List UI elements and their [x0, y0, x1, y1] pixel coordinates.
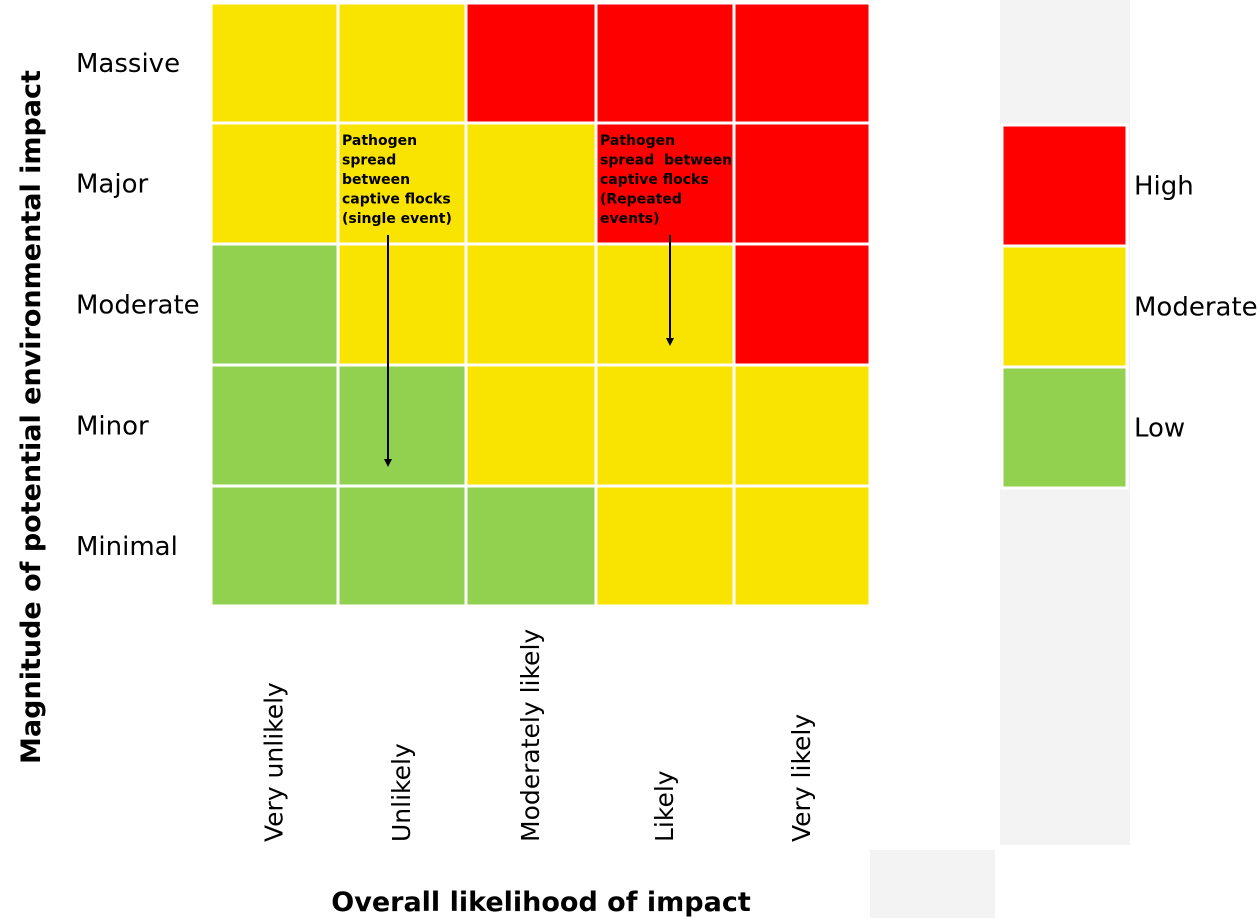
annotation-line: Pathogen: [600, 133, 675, 149]
legend-swatch-low: [1000, 365, 1129, 490]
cell-minimal-moderately-likely: [464, 484, 598, 608]
heatmap-grid: [209, 1, 872, 608]
background-panel: [870, 850, 995, 918]
row-label-massive: Massive: [76, 49, 180, 79]
row-label-minor: Minor: [76, 412, 149, 442]
annotation-line: (Repeated: [600, 192, 682, 208]
annotation-text-1: Pathogen spread between captive flocks (sing…: [342, 133, 452, 227]
cell-massive-very-unlikely: [209, 1, 340, 125]
column-label-moderately-likely: Moderately likely: [516, 629, 545, 842]
cell-moderate-moderately-likely: [464, 242, 598, 367]
cell-massive-likely: [594, 1, 736, 125]
row-label-minimal: Minimal: [76, 532, 178, 562]
legend-swatch-high: [1000, 123, 1129, 248]
annotation-line: captive flocks: [600, 172, 709, 188]
cell-massive-very-likely: [732, 1, 872, 125]
cell-minor-unlikely: [336, 363, 468, 488]
annotation-line: spread: [342, 153, 396, 169]
row-labels: Massive Major Moderate Minor Minimal: [76, 49, 200, 562]
legend-swatch-moderate: [1000, 244, 1129, 369]
cell-major-very-likely: [732, 121, 872, 246]
annotation-line: events): [600, 211, 660, 227]
cell-minimal-very-unlikely: [209, 484, 340, 608]
annotation-text-2: Pathogen spread between captive flocks (Rep…: [600, 133, 732, 227]
row-label-moderate: Moderate: [76, 291, 200, 321]
cell-massive-moderately-likely: [464, 1, 598, 125]
cell-major-moderately-likely: [464, 121, 598, 246]
cell-moderate-very-unlikely: [209, 242, 340, 367]
annotations: Pathogen spread between captive flocks (sing…: [342, 133, 732, 467]
cell-minor-very-unlikely: [209, 363, 340, 488]
column-label-very-unlikely: Very unlikely: [260, 682, 289, 842]
cell-minimal-unlikely: [336, 484, 468, 608]
row-label-major: Major: [76, 170, 148, 200]
cell-minor-moderately-likely: [464, 363, 598, 488]
x-axis-title: Overall likelihood of impact: [331, 887, 751, 918]
cell-moderate-very-likely: [732, 242, 872, 367]
cell-massive-unlikely: [336, 1, 468, 125]
legend-label-high: High: [1134, 172, 1194, 202]
cell-major-very-unlikely: [209, 121, 340, 246]
cell-minimal-very-likely: [732, 484, 872, 608]
cell-moderate-unlikely: [336, 242, 468, 367]
annotation-line: Pathogen: [342, 133, 417, 149]
annotation-line: between: [342, 172, 410, 188]
y-axis-title: Magnitude of potential environmental imp…: [16, 70, 47, 764]
column-label-unlikely: Unlikely: [387, 743, 416, 842]
column-labels: Very unlikely Unlikely Moderately likely Li…: [260, 629, 817, 842]
cell-minor-very-likely: [732, 363, 872, 488]
column-label-very-likely: Very likely: [787, 714, 816, 842]
legend-label-low: Low: [1134, 414, 1185, 444]
cell-minimal-likely: [594, 484, 736, 608]
legend: High Moderate Low: [1000, 123, 1258, 490]
cell-moderate-likely: [594, 242, 736, 367]
annotation-line: captive flocks: [342, 192, 451, 208]
column-label-likely: Likely: [650, 770, 679, 842]
legend-label-moderate: Moderate: [1134, 293, 1258, 323]
annotation-line: spread between: [600, 153, 732, 169]
annotation-line: (single event): [342, 211, 452, 227]
cell-minor-likely: [594, 363, 736, 488]
